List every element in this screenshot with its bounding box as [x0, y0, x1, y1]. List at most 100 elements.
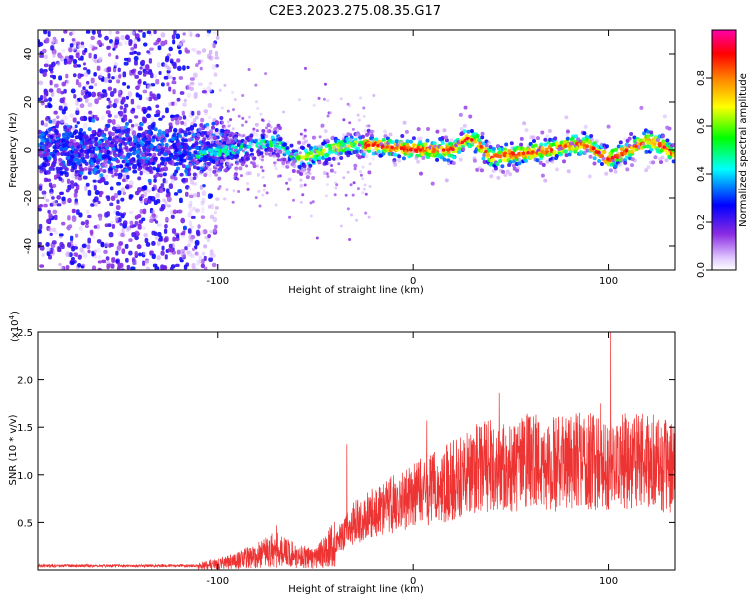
heatmap-cell-1307	[67, 197, 72, 204]
heatmap-cell-2412	[292, 198, 296, 202]
heatmap-cell-2627	[252, 156, 257, 161]
heatmap-cell-1233	[182, 225, 187, 231]
heatmap-cell-3734	[630, 163, 635, 168]
heatmap-cell-2174	[62, 165, 67, 170]
heatmap-cell-572	[112, 119, 116, 125]
heatmap-cell-358	[58, 75, 63, 81]
heatmap-cell-726	[97, 200, 101, 204]
heatmap-cell-3657	[604, 144, 609, 149]
heatmap-cell-539	[128, 41, 132, 47]
heatmap-cell-727	[59, 191, 64, 196]
heatmap-cell-24	[101, 115, 105, 121]
heatmap-cell-2689	[272, 130, 277, 135]
heatmap-cell-1679	[190, 153, 195, 158]
heatmap-cell-1269	[169, 248, 174, 253]
heatmap-cell-143	[90, 203, 95, 207]
heatmap-cell-770	[142, 89, 148, 94]
heatmap-cell-3296	[481, 141, 486, 146]
heatmap-cell-2490	[202, 137, 207, 142]
heatmap-cell-1047	[186, 92, 191, 98]
heatmap-cell-988	[128, 238, 133, 243]
heatmap-cell-2306	[333, 170, 337, 174]
heatmap-cell-433	[177, 209, 183, 214]
heatmap-cell-848	[115, 259, 119, 264]
heatmap-cell-2718	[282, 157, 287, 162]
heatmap-cell-2009	[62, 170, 67, 175]
heatmap-cell-1309	[146, 30, 152, 34]
heatmap-cell-1148	[138, 78, 142, 84]
heatmap-cell-465	[75, 109, 80, 116]
heatmap-cell-125	[111, 257, 116, 263]
heatmap-cell-2375	[263, 184, 267, 188]
heatmap-cell-2671	[266, 123, 271, 128]
heatmap-cell-911	[195, 63, 199, 68]
heatmap-cell-3259	[468, 114, 473, 119]
heatmap-cell-1614	[160, 134, 165, 139]
heatmap-cell-3479	[543, 178, 548, 183]
heatmap-cell-1230	[115, 250, 119, 256]
heatmap-cell-879	[54, 83, 59, 88]
heatmap-cell-3405	[519, 142, 524, 147]
heatmap-cell-1985	[149, 158, 154, 163]
heatmap-cell-121	[97, 260, 102, 264]
heatmap-cell-2346	[276, 158, 280, 162]
heatmap-cell-744	[156, 37, 162, 43]
heatmap-cell-761	[149, 91, 153, 97]
heatmap-cell-2202	[105, 154, 110, 159]
heatmap-cell-1427	[162, 172, 167, 177]
heatmap-cell-2846	[327, 161, 332, 166]
heatmap-cell-131	[160, 183, 165, 188]
heatmap-cell-262	[210, 203, 214, 210]
heatmap-cell-2139	[156, 145, 161, 150]
heatmap-cell-3640	[599, 161, 604, 166]
heatmap-cell-1991	[96, 169, 101, 174]
heatmap-cell-2469	[195, 160, 200, 165]
heatmap-cell-1215	[134, 250, 138, 257]
heatmap-cell-1267	[170, 117, 175, 122]
heatmap-cell-2509	[210, 142, 215, 147]
heatmap-cell-2834	[322, 170, 327, 175]
heatmap-cell-1615	[48, 119, 53, 124]
heatmap-cell-1207	[47, 209, 51, 214]
heatmap-cell-279	[160, 250, 165, 256]
heatmap-cell-1841	[150, 123, 155, 128]
heatmap-cell-3632	[594, 139, 599, 144]
heatmap-cell-1626	[157, 163, 162, 168]
heatmap-cell-538	[113, 66, 117, 73]
heatmap-cell-2364	[217, 131, 221, 135]
heatmap-cell-687	[180, 217, 185, 224]
heatmap-cell-2251	[348, 121, 352, 125]
heatmap-cell-1050	[157, 238, 163, 242]
heatmap-cell-1276	[124, 243, 129, 249]
heatmap-cell-453	[173, 30, 177, 36]
heatmap-cell-1117	[187, 212, 192, 218]
heatmap-cell-1644	[104, 127, 109, 132]
heatmap-cell-3422	[523, 158, 528, 163]
heatmap-cell-522	[72, 73, 77, 78]
heatmap-cell-751	[121, 227, 125, 234]
heatmap-cell-2874	[339, 151, 344, 156]
heatmap-cell-844	[112, 102, 117, 109]
heatmap-cell-2327	[241, 93, 245, 97]
heatmap-cell-946	[54, 214, 58, 221]
heatmap-cell-710	[109, 243, 114, 247]
heatmap-cell-1854	[90, 153, 95, 158]
heatmap-cell-3604	[585, 148, 590, 153]
heatmap-cell-3503	[553, 136, 558, 141]
heatmap-cell-1594	[102, 169, 107, 174]
heatmap-cell-14	[149, 47, 154, 51]
heatmap-cell-2218	[226, 109, 230, 113]
heatmap-cell-1875	[156, 132, 161, 137]
heatmap-cell-888	[194, 34, 199, 38]
heatmap-cell-2507	[207, 167, 212, 172]
heatmap-cell-3025	[390, 140, 395, 145]
heatmap-cell-140	[112, 47, 116, 51]
heatmap-cell-917	[71, 216, 77, 223]
heatmap-cell-406	[40, 100, 45, 106]
heatmap-cell-2395	[364, 211, 368, 215]
heatmap-cell-2297	[363, 183, 367, 187]
heatmap-cell-489	[61, 49, 66, 53]
heatmap-cell-596	[142, 251, 147, 255]
heatmap-cell-102	[111, 224, 116, 229]
heatmap-cell-3548	[565, 136, 570, 141]
